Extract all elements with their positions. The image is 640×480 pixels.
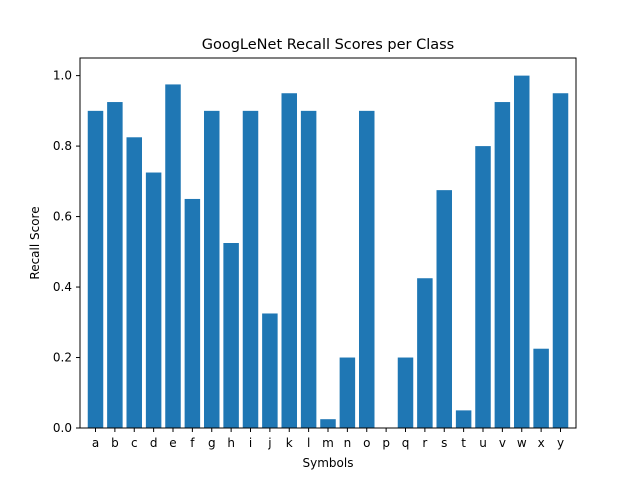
x-tick-label-j: j <box>267 436 271 450</box>
x-tick-label-q: q <box>402 436 410 450</box>
x-tick-label-a: a <box>92 436 99 450</box>
x-tick-label-f: f <box>190 436 195 450</box>
bar-t <box>455 410 472 428</box>
x-tick-label-e: e <box>169 436 176 450</box>
x-tick-label-l: l <box>307 436 310 450</box>
bar-n <box>339 357 356 428</box>
x-tick-label-w: w <box>517 436 527 450</box>
bar-x <box>533 348 549 428</box>
x-tick-label-x: x <box>538 436 545 450</box>
bar-o <box>359 110 375 428</box>
bar-v <box>494 102 511 429</box>
bar-d <box>145 172 162 428</box>
x-tick-label-g: g <box>208 436 216 450</box>
bar-l <box>300 110 317 428</box>
bar-a <box>87 110 104 428</box>
bars-group <box>87 75 569 429</box>
x-tick-label-k: k <box>286 436 293 450</box>
bar-f <box>184 198 201 428</box>
x-tick-label-t: t <box>461 436 466 450</box>
bar-u <box>475 146 491 428</box>
bar-j <box>262 313 278 428</box>
x-tick-label-i: i <box>249 436 252 450</box>
bar-k <box>281 93 297 428</box>
x-tick-label-d: d <box>150 436 158 450</box>
bar-m <box>320 419 336 428</box>
x-tick-label-h: h <box>227 436 235 450</box>
bar-w <box>514 75 530 428</box>
x-tick-label-m: m <box>322 436 334 450</box>
chart-title: GoogLeNet Recall Scores per Class <box>202 37 454 53</box>
bar-q <box>397 357 414 428</box>
bar-s <box>436 190 452 428</box>
bar-g <box>204 110 220 428</box>
y-tick-label-3: 0.6 <box>53 210 72 224</box>
x-tick-label-o: o <box>363 436 370 450</box>
bar-e <box>165 84 181 428</box>
y-tick-label-4: 0.8 <box>53 139 72 153</box>
bar-i <box>242 110 259 428</box>
x-tick-label-r: r <box>422 436 427 450</box>
plot-frame <box>79 57 577 429</box>
x-tick-label-n: n <box>344 436 352 450</box>
y-tick-label-1: 0.2 <box>53 351 72 365</box>
bar-r <box>417 278 433 428</box>
y-axis-ticks: 0.0 0.2 0.4 0.6 0.8 1.0 <box>53 69 80 435</box>
y-tick-label-5: 1.0 <box>53 69 72 83</box>
bar-h <box>223 243 239 428</box>
y-tick-label-0: 0.0 <box>53 421 72 435</box>
x-tick-label-p: p <box>382 436 390 450</box>
y-axis-label: Recall Score <box>28 206 42 279</box>
x-axis-label: Symbols <box>303 456 354 470</box>
bar-c <box>126 137 142 429</box>
x-tick-label-v: v <box>499 436 506 450</box>
x-tick-label-y: y <box>557 436 564 450</box>
bar-b <box>107 102 123 429</box>
y-tick-label-2: 0.4 <box>53 280 72 294</box>
x-tick-label-s: s <box>441 436 447 450</box>
bar-y <box>552 93 569 428</box>
x-tick-label-u: u <box>479 436 487 450</box>
x-tick-label-c: c <box>131 436 138 450</box>
x-tick-label-b: b <box>111 436 119 450</box>
